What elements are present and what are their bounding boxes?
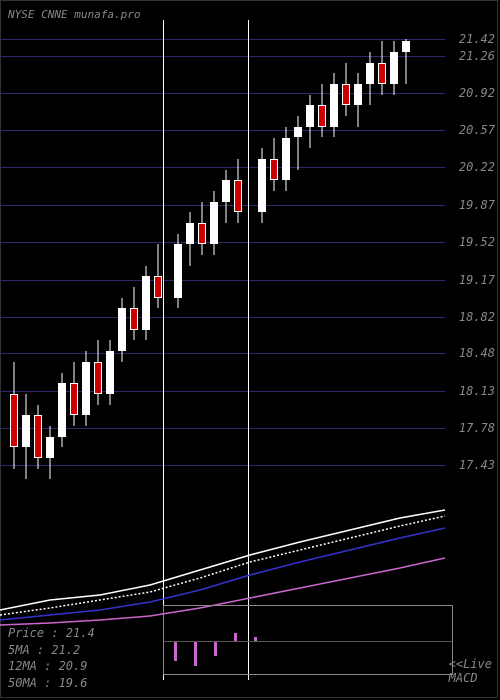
macd-bar xyxy=(214,641,217,656)
candle-body xyxy=(34,415,42,458)
info-ma12: 12MA : 20.9 xyxy=(8,658,95,675)
grid-label: 17.78 xyxy=(459,421,495,435)
grid-label: 20.92 xyxy=(459,86,495,100)
grid-line xyxy=(0,93,445,94)
candle-body xyxy=(142,276,150,329)
grid-line xyxy=(0,242,445,243)
grid-label: 19.52 xyxy=(459,235,495,249)
macd-box xyxy=(163,605,453,675)
candle-body xyxy=(222,180,230,201)
info-price: Price : 21.4 xyxy=(8,625,95,642)
grid-label: 21.26 xyxy=(459,49,495,63)
candle-body xyxy=(258,159,266,212)
candle-body xyxy=(94,362,102,394)
macd-centerline xyxy=(164,641,452,642)
candle-body xyxy=(154,276,162,297)
grid-line xyxy=(0,167,445,168)
grid-label: 19.87 xyxy=(459,198,495,212)
grid-label: 18.13 xyxy=(459,384,495,398)
candle-body xyxy=(198,223,206,244)
candle-body xyxy=(306,105,314,126)
candle-body xyxy=(174,244,182,297)
grid-label: 20.22 xyxy=(459,160,495,174)
grid-line xyxy=(0,130,445,131)
candle-body xyxy=(402,41,410,52)
candle-body xyxy=(282,138,290,181)
macd-bar xyxy=(194,641,197,666)
macd-label-line1: <<Live xyxy=(449,657,492,671)
candle-body xyxy=(82,362,90,415)
macd-bar xyxy=(174,641,177,661)
candle-body xyxy=(234,180,242,212)
ma-line-ma12 xyxy=(0,516,445,615)
info-ma5: 5MA : 21.2 xyxy=(8,642,95,659)
macd-label: <<Live MACD xyxy=(449,657,492,685)
candle-body xyxy=(366,63,374,84)
candle-body xyxy=(130,308,138,329)
grid-line xyxy=(0,205,445,206)
candle-body xyxy=(70,383,78,415)
candle-wick xyxy=(298,116,299,169)
candle-body xyxy=(294,127,302,138)
grid-line xyxy=(0,317,445,318)
grid-line xyxy=(0,428,445,429)
candle-body xyxy=(186,223,194,244)
candle-body xyxy=(330,84,338,127)
candle-body xyxy=(118,308,126,351)
grid-line xyxy=(0,280,445,281)
grid-label: 21.42 xyxy=(459,32,495,46)
candle-body xyxy=(210,202,218,245)
macd-label-line2: MACD xyxy=(449,671,492,685)
candle-body xyxy=(390,52,398,84)
price-chart-area xyxy=(0,20,445,490)
candle-body xyxy=(106,351,114,394)
candle-body xyxy=(342,84,350,105)
grid-line xyxy=(0,391,445,392)
candle-body xyxy=(58,383,66,436)
grid-line xyxy=(0,56,445,57)
grid-label: 18.48 xyxy=(459,346,495,360)
candle-body xyxy=(22,415,30,447)
grid-label: 20.57 xyxy=(459,123,495,137)
price-info-box: Price : 21.4 5MA : 21.2 12MA : 20.9 50MA… xyxy=(8,625,95,692)
candle-body xyxy=(318,105,326,126)
stock-chart: NYSE CNNE munafa.pro Price : 21.4 5MA : … xyxy=(0,0,500,700)
grid-label: 19.17 xyxy=(459,273,495,287)
candle-body xyxy=(10,394,18,447)
info-ma50: 50MA : 19.6 xyxy=(8,675,95,692)
macd-bar xyxy=(234,633,237,641)
grid-line xyxy=(0,353,445,354)
ma-line-ma5 xyxy=(0,510,445,610)
grid-label: 17.43 xyxy=(459,458,495,472)
grid-line xyxy=(0,39,445,40)
candle-body xyxy=(354,84,362,105)
candle-body xyxy=(270,159,278,180)
grid-label: 18.82 xyxy=(459,310,495,324)
candle-body xyxy=(46,437,54,458)
grid-line xyxy=(0,465,445,466)
candle-body xyxy=(378,63,386,84)
